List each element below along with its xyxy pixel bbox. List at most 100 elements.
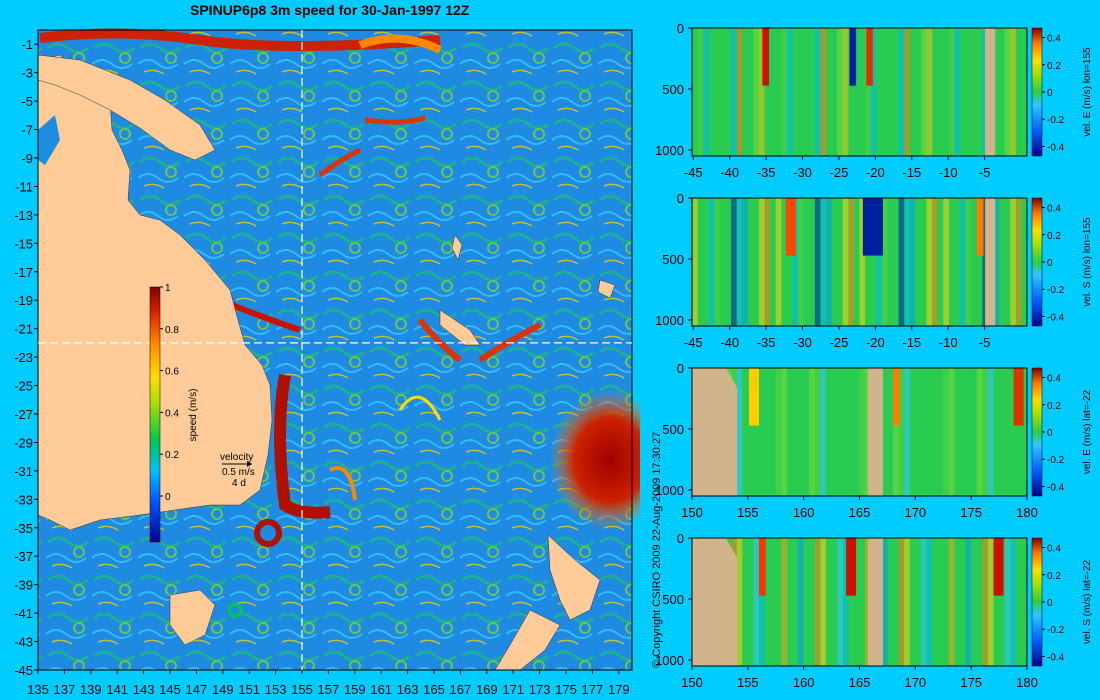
lat-tick-label: -35 (14, 521, 33, 536)
section-colorbar (1031, 367, 1043, 497)
speed-colorbar-tick-label: 0 (165, 492, 171, 503)
map-frame (37, 29, 633, 671)
depth-tick-label: 1000 (655, 313, 684, 328)
lon-tick-label: 159 (344, 682, 366, 697)
speed-colorbar-tick-label: 0.8 (165, 325, 179, 336)
lon-tick-label: 147 (186, 682, 208, 697)
lon-tick-label: 143 (133, 682, 155, 697)
lon-tick-label: 145 (159, 682, 181, 697)
lat-tick-label: -39 (14, 578, 33, 593)
seafloor (692, 368, 738, 496)
seafloor (867, 368, 883, 496)
lat-tick-label: -23 (14, 350, 33, 365)
section-colorbar-tick-label: 0 (1047, 258, 1053, 269)
lon-tick-label: 173 (529, 682, 551, 697)
section-x-tick-label: -25 (830, 165, 849, 180)
section-colorbar-label: vel. S (m/s) lat=-22 (1082, 559, 1093, 644)
seafloor (867, 538, 883, 666)
seafloor (692, 538, 738, 666)
section-panel-4: 0 500 1000 150 155 160 165 170 175 180 0.4 0.2 0 -0.2… (655, 531, 1093, 690)
lon-tick-label: 157 (318, 682, 340, 697)
section-field (692, 368, 1028, 496)
lat-tick-label: -43 (14, 635, 33, 650)
section-colorbar-tick-label: -0.2 (1047, 455, 1065, 466)
section-colorbar-tick-label: 0.4 (1047, 544, 1061, 555)
velocity-key-scale: 0.5 m/s (222, 467, 255, 478)
lon-tick-label: 163 (397, 682, 419, 697)
seafloor (985, 198, 996, 326)
section-x-tick-label: -45 (684, 165, 703, 180)
lat-tick-label: -25 (14, 379, 33, 394)
depth-tick-label: 1000 (655, 653, 684, 668)
section-x-tick-label: -30 (793, 165, 812, 180)
lon-tick-label: 167 (450, 682, 472, 697)
lon-tick-label: 155 (291, 682, 313, 697)
depth-tick-label: 0 (677, 531, 684, 546)
section-x-tick-label: 170 (904, 675, 926, 690)
section-colorbar-tick-label: 0 (1047, 428, 1053, 439)
section-x-tick-label: -35 (757, 165, 776, 180)
lat-tick-label: -3 (21, 66, 33, 81)
section-colorbar-tick-label: -0.2 (1047, 115, 1065, 126)
lat-tick-label: -41 (14, 606, 33, 621)
lat-tick-label: -31 (14, 464, 33, 479)
depth-tick-label: 500 (662, 82, 684, 97)
lat-tick-label: -15 (14, 236, 33, 251)
section-colorbar-tick-label: 0.2 (1047, 231, 1061, 242)
section-colorbar-tick-label: 0.4 (1047, 374, 1061, 385)
depth-tick-label: 1000 (655, 483, 684, 498)
section-x-tick-label: -5 (979, 335, 991, 350)
lat-tick-label: -37 (14, 549, 33, 564)
lon-tick-label: 151 (238, 682, 260, 697)
section-colorbar-tick-label: 0.2 (1047, 401, 1061, 412)
map-latitude-axis: -1 -3 -5 -7 -9 -11 -13 -15 -17 -19 -21 -23 -25 -27 -29… (14, 37, 38, 678)
lat-tick-label: -11 (15, 179, 33, 194)
section-colorbar-tick-label: 0.4 (1047, 34, 1061, 45)
lat-tick-label: -7 (21, 123, 33, 138)
section-colorbar-tick-label: 0.2 (1047, 571, 1061, 582)
lon-tick-label: 171 (502, 682, 524, 697)
section-x-tick-label: 150 (681, 505, 703, 520)
lon-tick-label: 177 (582, 682, 604, 697)
lat-tick-label: -21 (14, 322, 33, 337)
lat-tick-label: -33 (14, 492, 33, 507)
lon-tick-label: 141 (106, 682, 128, 697)
section-x-tick-label: 175 (960, 505, 982, 520)
depth-tick-label: 0 (677, 21, 684, 36)
lon-tick-label: 137 (54, 682, 76, 697)
velocity-key-duration: 4 d (232, 478, 246, 489)
section-x-tick-label: -20 (866, 335, 885, 350)
speed-colorbar-tick-label: 0.2 (165, 450, 179, 461)
lat-tick-label: -29 (14, 435, 33, 450)
section-x-tick-label: -45 (684, 335, 703, 350)
section-x-tick-label: -40 (720, 335, 739, 350)
speed-colorbar-tick-label: 1 (165, 283, 171, 294)
section-x-tick-label: 160 (793, 505, 815, 520)
section-x-tick-label: 155 (737, 505, 759, 520)
lat-tick-label: -5 (21, 94, 33, 109)
section-x-tick-label: -15 (902, 335, 921, 350)
section-colorbar (1031, 197, 1043, 327)
section-x-tick-label: -15 (902, 165, 921, 180)
section-colorbar (1031, 27, 1043, 157)
section-colorbar-label: vel. E (m/s) lon=155 (1082, 47, 1093, 137)
speed-colorbar-tick-label: 0.4 (165, 408, 179, 419)
section-panel-2: 0 500 1000-45 -40 -35 -30 -25 -20 -15 -10 -5 0.4 0.2… (655, 191, 1093, 350)
section-x-tick-label: 180 (1016, 675, 1038, 690)
depth-tick-label: 500 (662, 252, 684, 267)
lon-tick-label: 149 (212, 682, 234, 697)
section-colorbar-tick-label: -0.4 (1047, 652, 1065, 663)
section-colorbar-label: vel. S (m/s) lon=155 (1082, 217, 1093, 307)
lon-tick-label: 139 (80, 682, 102, 697)
velocity-key-title: velocity (220, 452, 253, 463)
section-colorbar (1031, 537, 1043, 667)
lon-tick-label: 179 (608, 682, 630, 697)
section-x-tick-label: 155 (737, 675, 759, 690)
section-colorbar-tick-label: -0.4 (1047, 482, 1065, 493)
lat-tick-label: -45 (14, 663, 33, 678)
lat-tick-label: -9 (21, 151, 33, 166)
section-x-tick-label: -5 (979, 165, 991, 180)
seafloor (985, 28, 996, 156)
lon-tick-label: 169 (476, 682, 498, 697)
depth-tick-label: 1000 (655, 143, 684, 158)
